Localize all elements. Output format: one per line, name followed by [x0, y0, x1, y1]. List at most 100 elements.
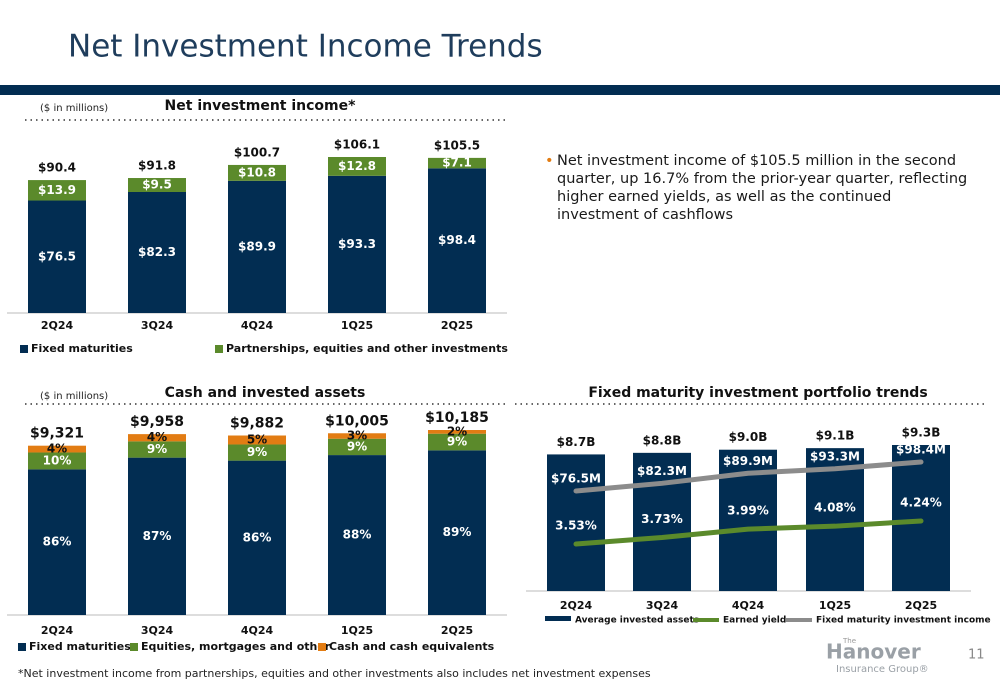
segment-label: 89% — [443, 525, 472, 539]
header-band — [0, 85, 1000, 95]
bar-segment — [228, 444, 286, 461]
bar-segment — [128, 434, 186, 442]
total-label: $9,321 — [30, 426, 84, 442]
segment-label: $9.5 — [142, 178, 172, 192]
legend-label: Fixed maturities — [29, 640, 131, 653]
line-label: $93.3M — [810, 449, 860, 463]
legend-swatch — [20, 345, 28, 353]
chart-subtitle: ($ in millions) — [40, 391, 108, 402]
bar-segment — [428, 168, 486, 313]
segment-label: $7.1 — [442, 156, 472, 170]
total-label: $106.1 — [334, 138, 380, 152]
bar-segment — [328, 175, 386, 313]
legend-label: Earned yield — [723, 616, 786, 626]
bar-segment — [228, 164, 286, 181]
total-label: $9,958 — [130, 414, 184, 430]
legend-swatch — [318, 643, 326, 651]
line — [573, 518, 924, 547]
legend-swatch — [545, 616, 571, 621]
logo-tagline: Insurance Group® — [836, 664, 929, 675]
segment-label: $76.5 — [38, 249, 76, 263]
legend-label: Cash and cash equivalents — [329, 640, 495, 653]
x-tick-label: 2Q25 — [441, 319, 473, 332]
total-label: $105.5 — [434, 138, 480, 152]
bar-segment — [228, 460, 286, 615]
logo-name: Hanover — [826, 640, 921, 664]
segment-label: 10% — [43, 453, 72, 467]
x-tick-label: 2Q24 — [560, 599, 593, 612]
segment-label: $89.9 — [238, 239, 276, 253]
legend-swatch — [18, 643, 26, 651]
segment-label: $12.8 — [338, 159, 376, 173]
bar-segment — [428, 157, 486, 169]
legend-label: Equities, mortgages and other — [141, 640, 331, 653]
segment-label: 87% — [143, 529, 172, 543]
segment-label: 9% — [247, 445, 267, 459]
chart-subtitle: ($ in millions) — [40, 103, 108, 114]
x-tick-label: 1Q25 — [341, 624, 373, 637]
bar-label: $9.1B — [816, 429, 855, 443]
segment-label: 3% — [347, 428, 367, 442]
line-label: 4.24% — [900, 496, 942, 510]
segment-label: $93.3 — [338, 237, 376, 251]
x-tick-label: 3Q24 — [141, 624, 174, 637]
segment-label: 86% — [243, 530, 272, 544]
bar-segment — [128, 178, 186, 192]
x-tick-label: 3Q24 — [141, 319, 174, 332]
segment-label: 9% — [147, 442, 167, 456]
segment-label: 86% — [43, 535, 72, 549]
total-label: $9,882 — [230, 416, 284, 432]
bar-segment — [28, 180, 86, 201]
bar-label: $9.0B — [729, 430, 768, 444]
bar-label: $8.7B — [557, 435, 596, 449]
x-tick-label: 3Q24 — [646, 599, 679, 612]
chart-title: Net investment income* — [165, 98, 357, 114]
bar-segment — [328, 438, 386, 456]
bar-segment — [328, 455, 386, 615]
x-tick-label: 1Q25 — [341, 319, 373, 332]
bar-label: $9.3B — [902, 426, 941, 440]
segment-label: 4% — [147, 430, 167, 444]
page-number: 11 — [968, 648, 985, 663]
segment-label: 4% — [47, 442, 67, 456]
segment-label: $10.8 — [238, 165, 276, 179]
segment-label: 9% — [347, 439, 367, 453]
bar-segment — [28, 445, 86, 453]
bar-segment — [228, 435, 286, 445]
line-label: 3.53% — [555, 519, 597, 533]
segment-label: 5% — [247, 432, 267, 446]
line-label: $98.4M — [896, 443, 946, 457]
bullet-text: Net investment income of $105.5 million … — [545, 152, 977, 224]
bar-segment — [428, 430, 486, 434]
bar-segment — [128, 191, 186, 313]
segment-label: 2% — [447, 424, 467, 438]
line-label: $76.5M — [551, 472, 601, 486]
legend-label: Fixed maturity investment income — [816, 616, 991, 626]
bar — [892, 445, 950, 591]
footnote: *Net investment income from partnerships… — [18, 667, 651, 680]
bar-segment — [328, 433, 386, 439]
x-tick-label: 4Q24 — [241, 319, 274, 332]
x-tick-label: 2Q25 — [441, 624, 473, 637]
line-label: $89.9M — [723, 454, 773, 468]
legend-swatch — [130, 643, 138, 651]
bar-segment — [428, 450, 486, 615]
bar-segment — [128, 441, 186, 458]
bar — [547, 454, 605, 591]
x-tick-label: 4Q24 — [732, 599, 765, 612]
x-tick-label: 1Q25 — [819, 599, 851, 612]
bar-segment — [28, 200, 86, 313]
slide-title: Net Investment Income Trends — [68, 29, 543, 65]
x-tick-label: 2Q25 — [905, 599, 937, 612]
bar-label: $8.8B — [643, 433, 682, 447]
line-label: $82.3M — [637, 464, 687, 478]
x-tick-label: 2Q24 — [41, 319, 74, 332]
line-label: 3.73% — [641, 512, 683, 526]
chart-title: Fixed maturity investment portfolio tren… — [588, 385, 927, 401]
x-tick-label: 4Q24 — [241, 624, 274, 637]
segment-label: $13.9 — [38, 183, 76, 197]
total-label: $100.7 — [234, 145, 280, 159]
bar-segment — [28, 452, 86, 470]
